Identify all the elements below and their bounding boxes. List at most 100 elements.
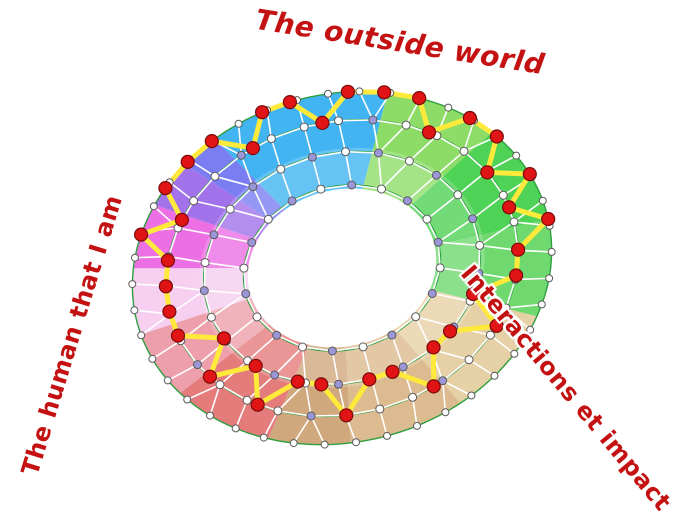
red-node bbox=[426, 340, 441, 355]
node bbox=[209, 230, 219, 240]
red-node bbox=[290, 374, 305, 389]
node bbox=[270, 370, 280, 380]
red-node bbox=[248, 358, 263, 373]
node bbox=[137, 331, 146, 340]
node bbox=[510, 349, 519, 358]
red-node bbox=[502, 200, 517, 215]
node bbox=[148, 354, 157, 363]
node bbox=[252, 312, 262, 322]
node bbox=[459, 146, 469, 156]
node bbox=[468, 214, 478, 224]
node bbox=[387, 330, 397, 340]
node bbox=[263, 214, 273, 224]
node bbox=[490, 371, 499, 380]
red-node bbox=[245, 141, 260, 156]
node bbox=[306, 411, 316, 421]
node bbox=[355, 87, 364, 96]
node bbox=[358, 342, 368, 352]
node bbox=[316, 184, 326, 194]
red-node bbox=[508, 268, 524, 283]
red-node bbox=[480, 165, 495, 180]
node bbox=[276, 164, 286, 174]
node bbox=[273, 406, 283, 416]
red-node bbox=[170, 328, 186, 343]
node bbox=[501, 303, 511, 313]
node bbox=[422, 214, 432, 224]
node bbox=[485, 330, 495, 340]
red-node bbox=[174, 212, 189, 227]
red-node bbox=[377, 85, 392, 100]
node bbox=[272, 330, 282, 340]
red-node bbox=[158, 181, 173, 196]
node bbox=[509, 217, 519, 227]
red-node bbox=[466, 286, 481, 302]
node bbox=[189, 196, 199, 206]
node bbox=[404, 156, 414, 166]
red-node bbox=[250, 397, 265, 412]
node bbox=[242, 395, 252, 405]
node bbox=[547, 247, 556, 256]
node bbox=[199, 286, 209, 296]
node bbox=[401, 120, 411, 130]
red-node bbox=[541, 211, 556, 227]
node bbox=[299, 122, 309, 132]
red-node bbox=[158, 279, 173, 294]
red-node bbox=[162, 304, 177, 319]
node bbox=[467, 391, 476, 400]
node bbox=[324, 89, 332, 98]
node bbox=[375, 404, 385, 414]
sector-tan bbox=[345, 328, 461, 443]
node bbox=[411, 312, 421, 322]
node bbox=[538, 196, 547, 205]
node bbox=[334, 116, 343, 126]
node bbox=[402, 196, 412, 206]
node bbox=[334, 379, 343, 389]
node bbox=[247, 238, 257, 247]
sector-rose bbox=[140, 297, 270, 394]
red-node bbox=[421, 125, 437, 140]
red-node bbox=[314, 377, 329, 392]
node bbox=[526, 325, 535, 334]
node bbox=[475, 240, 485, 250]
node bbox=[234, 119, 243, 128]
node bbox=[368, 115, 378, 125]
node bbox=[298, 342, 307, 352]
node bbox=[149, 202, 158, 211]
node bbox=[398, 362, 408, 372]
node bbox=[327, 346, 337, 356]
node bbox=[130, 306, 139, 315]
node bbox=[383, 431, 391, 440]
node bbox=[444, 103, 453, 112]
red-node bbox=[339, 408, 354, 423]
red-node bbox=[340, 84, 355, 99]
node bbox=[453, 190, 463, 200]
node bbox=[377, 184, 386, 194]
node bbox=[512, 151, 521, 160]
node bbox=[435, 263, 445, 273]
red-node bbox=[385, 364, 400, 379]
node bbox=[438, 376, 448, 386]
red-node bbox=[489, 129, 504, 144]
node bbox=[206, 411, 214, 420]
node bbox=[193, 360, 202, 370]
node bbox=[474, 268, 484, 278]
node bbox=[341, 147, 350, 157]
node bbox=[225, 204, 235, 214]
node bbox=[231, 424, 240, 433]
highlight-path bbox=[138, 89, 551, 418]
red-node bbox=[204, 134, 219, 149]
node bbox=[352, 438, 360, 447]
node bbox=[236, 150, 246, 160]
red-node bbox=[134, 227, 149, 242]
node bbox=[128, 280, 137, 289]
node bbox=[545, 274, 554, 283]
red-node bbox=[522, 167, 537, 182]
node bbox=[347, 180, 357, 190]
red-node bbox=[426, 379, 441, 394]
node bbox=[537, 300, 546, 309]
mesh-lines bbox=[131, 90, 553, 446]
red-node bbox=[443, 324, 458, 339]
node bbox=[464, 355, 474, 365]
node bbox=[206, 312, 216, 322]
